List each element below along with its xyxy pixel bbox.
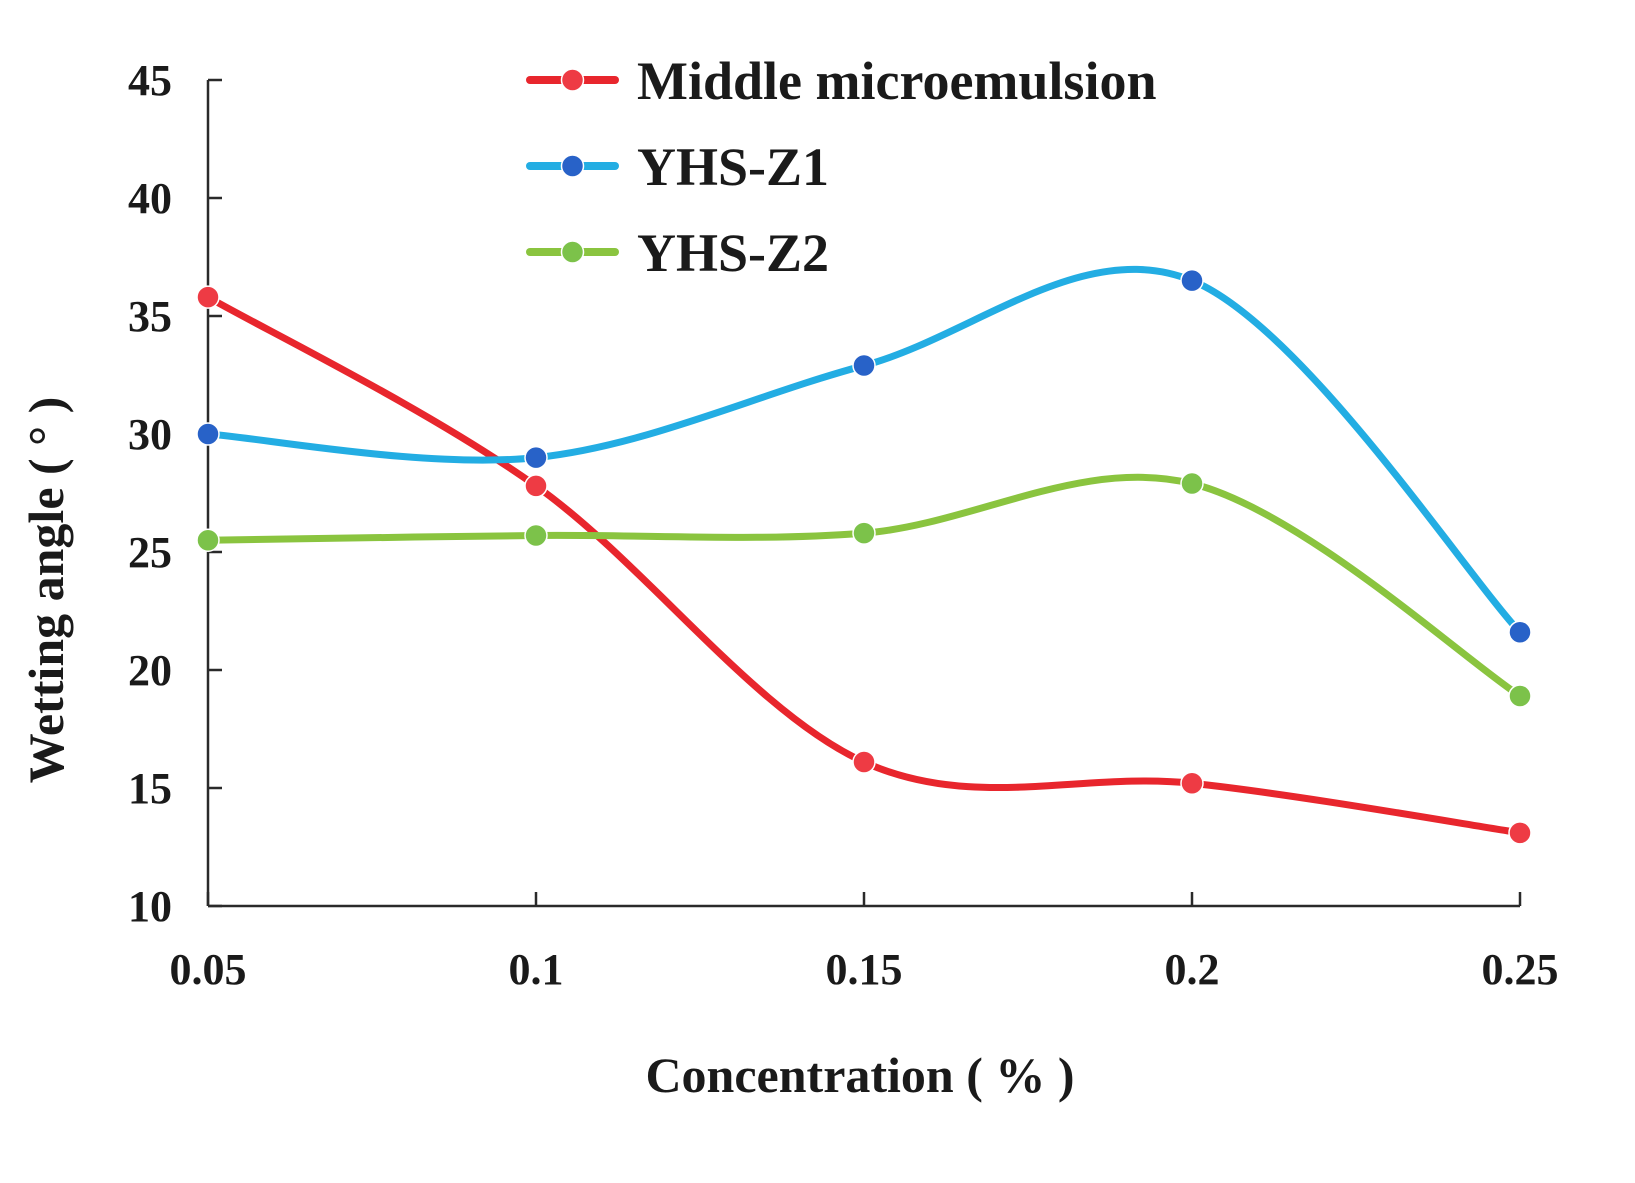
y-tick-label: 30: [128, 410, 172, 459]
y-tick-label: 45: [128, 56, 172, 105]
series-middle-microemulsion: [196, 285, 1532, 845]
data-point-yhs-z2: [852, 521, 876, 545]
legend-item-yhs-z1: YHS-Z1: [526, 137, 829, 197]
data-point-yhs-z2: [1508, 684, 1532, 708]
data-point-yhs-z2: [524, 523, 548, 548]
x-tick-label: 0.25: [1482, 945, 1559, 994]
axes: 10 15 20 25 30 35 40 45 0.05 0.1 0.15 0.2 0.25: [128, 56, 1559, 994]
x-axis-title: Concentration ( % ): [645, 1047, 1074, 1103]
data-point-middle-microemulsion: [1508, 821, 1532, 845]
data-point-yhs-z1: [1180, 268, 1204, 293]
y-tick-label: 35: [128, 292, 172, 341]
legend-label-middle-microemulsion: Middle microemulsion: [637, 51, 1157, 111]
y-axis-title: Wetting angle ( ° ): [18, 397, 74, 784]
data-point-middle-microemulsion: [196, 285, 220, 309]
legend-item-yhs-z2: YHS-Z2: [526, 223, 829, 283]
legend-label-yhs-z2: YHS-Z2: [637, 223, 829, 283]
data-point-yhs-z2: [196, 528, 220, 552]
y-tick-label: 15: [128, 764, 172, 813]
legend-marker-middle-microemulsion: [560, 68, 585, 92]
legend-marker-yhs-z1: [560, 154, 585, 178]
data-point-yhs-z2: [1180, 471, 1204, 496]
series-layer: [196, 266, 1532, 845]
series-yhs-z2: [196, 471, 1532, 708]
data-point-middle-microemulsion: [1180, 771, 1204, 796]
legend-marker-yhs-z2: [560, 240, 585, 264]
y-tick-label: 10: [128, 882, 172, 931]
y-tick-label: 25: [128, 528, 172, 577]
data-point-yhs-z1: [1508, 620, 1532, 644]
x-tick-label: 0.05: [170, 945, 247, 994]
series-line-yhs-z1: [204, 266, 1524, 636]
data-point-yhs-z1: [196, 422, 220, 446]
legend-label-yhs-z1: YHS-Z1: [637, 137, 829, 197]
legend: Middle microemulsion YHS-Z1 YHS-Z2: [526, 51, 1157, 283]
legend-item-middle-microemulsion: Middle microemulsion: [526, 51, 1157, 111]
data-point-yhs-z1: [524, 445, 548, 470]
y-tick-label: 40: [128, 174, 172, 223]
y-tick-label: 20: [128, 646, 172, 695]
data-point-middle-microemulsion: [852, 750, 876, 774]
data-point-middle-microemulsion: [524, 474, 548, 498]
x-tick-label: 0.1: [509, 945, 564, 994]
series-yhs-z1: [196, 266, 1532, 644]
data-point-yhs-z1: [852, 353, 876, 378]
x-tick-label: 0.15: [826, 945, 903, 994]
x-tick-label: 0.2: [1165, 945, 1220, 994]
